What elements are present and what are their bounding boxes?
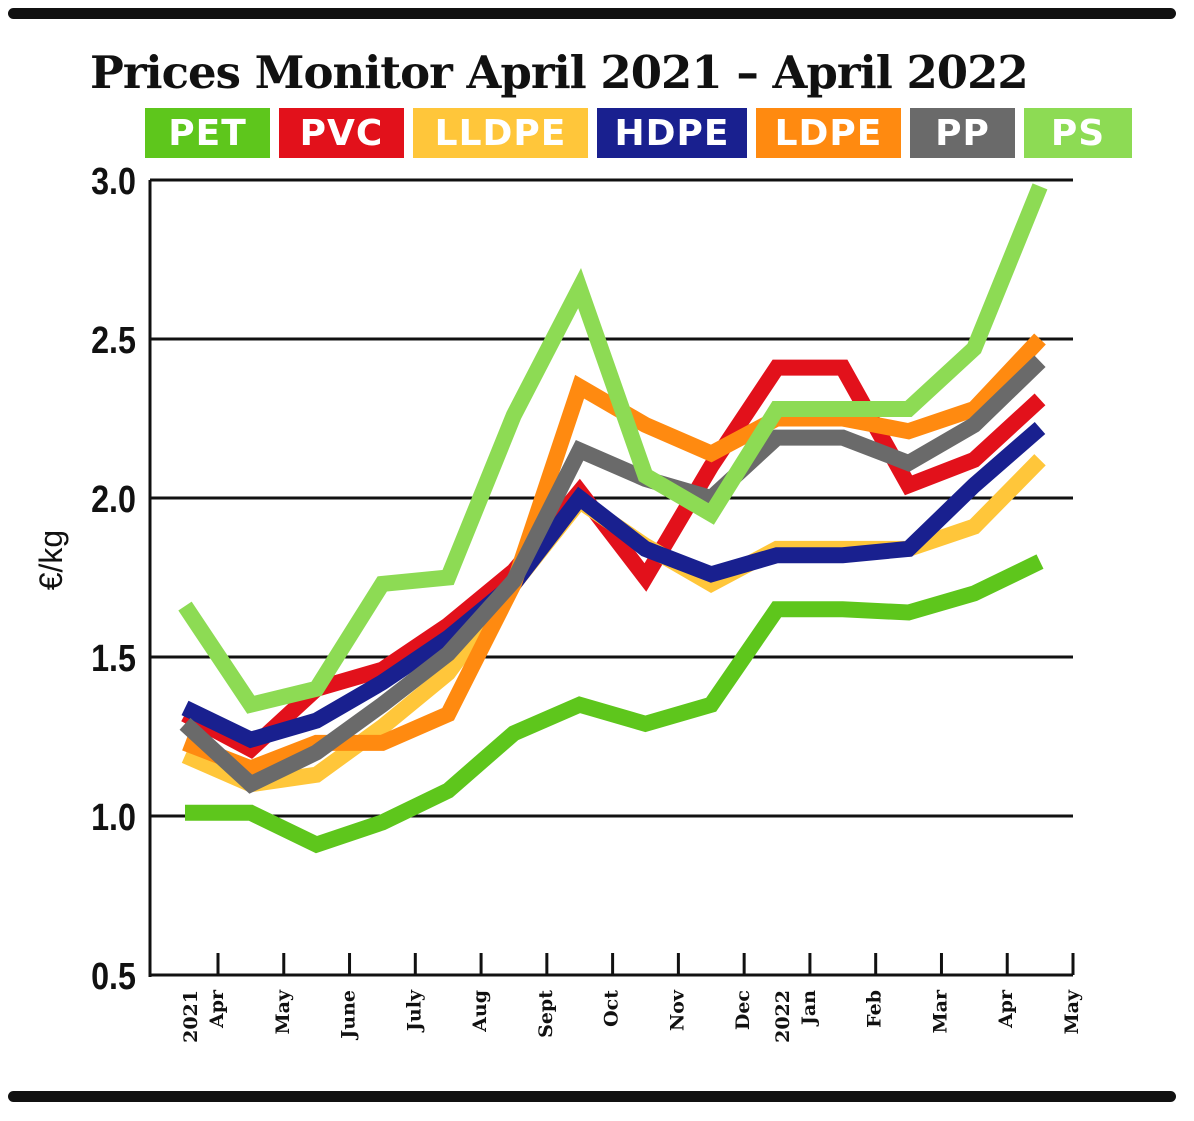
- series-line-pet: [185, 554, 1044, 854]
- x-tick-label: Apr: [995, 989, 1017, 1029]
- chart-title: Prices Monitor April 2021 – April 2022: [90, 46, 1029, 99]
- x-tick-label: June: [338, 990, 360, 1041]
- legend-item-ldpe: LDPE: [756, 108, 901, 158]
- x-year-label: 2021: [180, 990, 202, 1043]
- x-tick-label: May: [1061, 989, 1083, 1034]
- y-tick-label: 2.0: [91, 479, 136, 521]
- y-tick-label: 1.0: [91, 797, 136, 839]
- y-tick-label: 2.5: [91, 320, 136, 362]
- x-tick-label: May: [272, 989, 294, 1034]
- y-tick-label: 3.0: [91, 161, 136, 203]
- series-line-lldpe: [181, 454, 1046, 793]
- legend: PET PVC LLDPE HDPE LDPE PP PS: [145, 108, 1132, 158]
- x-tick-label: July: [403, 989, 425, 1033]
- y-tick-label: 1.5: [91, 638, 136, 680]
- legend-item-hdpe: HDPE: [597, 108, 747, 158]
- y-tick-label: 0.5: [91, 956, 136, 998]
- series-line-hdpe: [181, 421, 1046, 749]
- series-line-pp: [179, 355, 1046, 794]
- x-tick-label: Apr: [206, 989, 228, 1029]
- legend-item-pp: PP: [910, 108, 1015, 158]
- legend-item-ps: PS: [1024, 108, 1132, 158]
- x-tick-label: Mar: [929, 989, 951, 1033]
- x-tick-label: Nov: [666, 989, 688, 1031]
- x-year-label: 2022: [772, 990, 794, 1043]
- x-tick-label: Dec: [732, 990, 754, 1030]
- x-tick-label: Aug: [469, 990, 491, 1033]
- legend-item-pet: PET: [145, 108, 270, 158]
- x-tick-label: Feb: [864, 990, 886, 1028]
- legend-item-pvc: PVC: [279, 108, 404, 158]
- top-rule: [8, 8, 1176, 19]
- y-axis-label: €/kg: [33, 530, 69, 590]
- x-tick-label: Oct: [601, 990, 623, 1027]
- bottom-rule: [8, 1091, 1176, 1102]
- series-line-ps: [178, 183, 1048, 714]
- x-tick-label: Jan: [798, 990, 820, 1027]
- legend-item-lldpe: LLDPE: [413, 108, 588, 158]
- x-tick-label: Sept: [535, 990, 557, 1038]
